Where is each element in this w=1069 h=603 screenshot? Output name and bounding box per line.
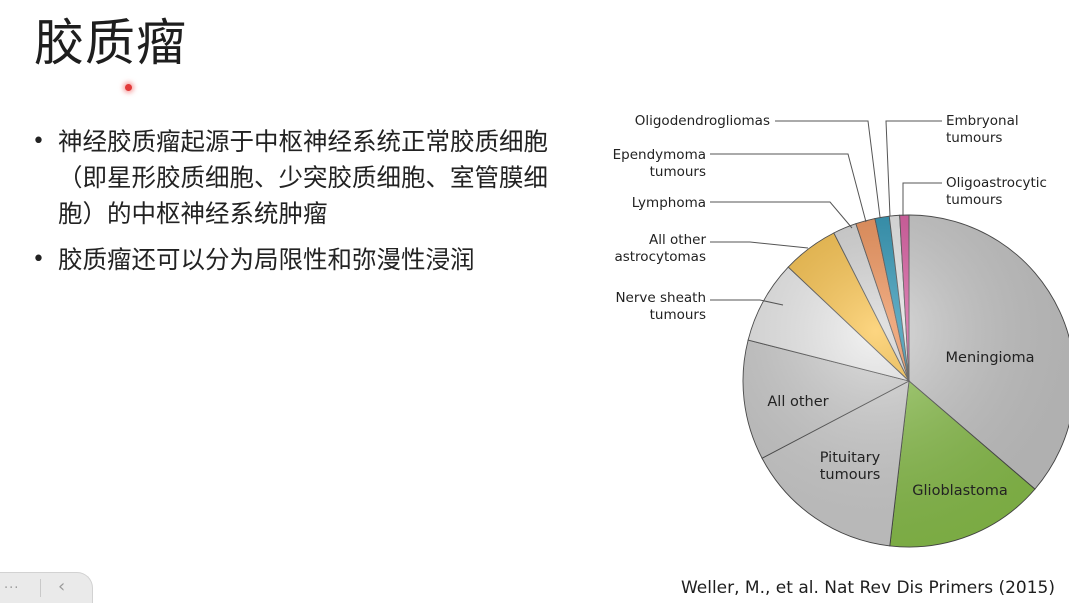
page-title: 胶质瘤 [34,14,187,72]
citation: Weller, M., et al. Nat Rev Dis Primers (… [680,578,1055,598]
bullet-item: 神经胶质瘤起源于中枢神经系统正常胶质细胞（即星形胶质细胞、少突胶质细胞、室管膜细… [32,124,557,232]
leader-line-lymphoma [710,201,853,229]
prev-slide-icon[interactable]: ‹ [58,576,66,597]
leader-line-embryonal-tumours [885,120,942,217]
slice-label-all-other: All other [767,394,828,410]
slice-label-lymphoma: Lymphoma [632,195,706,211]
slice-label-meningioma: Meningioma [946,350,1035,366]
leader-line-all-other-astrocytomas [710,241,809,249]
slice-label-all-other-astrocytomas: All other astrocytomas [614,232,706,265]
slice-label-glioblastoma: Glioblastoma [912,483,1007,499]
slice-label-pituitary-tumours: Pituitary tumours [820,450,881,483]
leader-line-oligoastrocytic-tumours [902,182,942,216]
leader-line-oligodendrogliomas [775,120,881,218]
slice-label-ependymoma-tumours: Ependymoma tumours [613,147,706,180]
bullet-list: 神经胶质瘤起源于中枢神经系统正常胶质细胞（即星形胶质细胞、少突胶质细胞、室管膜细… [32,124,557,288]
slice-label-nerve-sheath-tumours: Nerve sheath tumours [615,290,706,323]
bullet-item: 胶质瘤还可以分为局限性和弥漫性浸润 [32,242,557,278]
pie-chart: Meningioma Glioblastoma Pituitary tumours Al… [613,113,1069,548]
slice-label-oligoastrocytic-tumours: Oligoastrocytic tumours [946,175,1047,208]
slide-nav-bar: ··· ‹ [0,572,93,603]
laser-pointer-dot [125,84,132,91]
slice-label-oligodendrogliomas: Oligodendrogliomas [635,113,770,129]
leader-line-ependymoma-tumours [710,153,867,223]
leader-line-nerve-sheath-tumours [710,299,784,306]
more-icon[interactable]: ··· [4,581,20,596]
nav-divider [40,579,41,597]
slice-label-embryonal-tumours: Embryonal tumours [946,113,1019,146]
